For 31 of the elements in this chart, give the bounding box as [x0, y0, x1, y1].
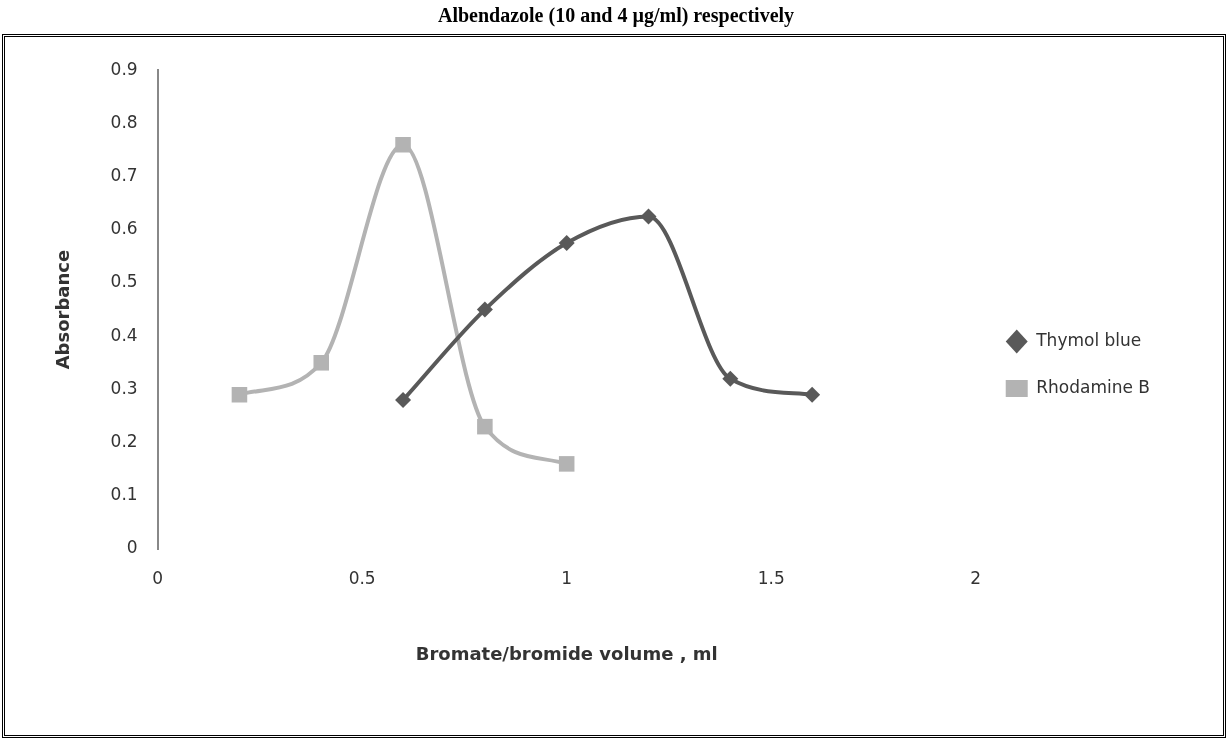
x-tick-label: 0 [152, 567, 164, 588]
x-axis-title: Bromate/bromide volume , ml [415, 642, 718, 664]
point [558, 456, 575, 472]
y-tick-label: 0.2 [110, 431, 138, 452]
y-tick-label: 0.6 [110, 218, 138, 239]
y-axis-title: Absorbance [52, 249, 74, 370]
point [395, 136, 411, 153]
chart-title: Albendazole (10 and 4 µg/ml) respectively [436, 4, 796, 27]
x-tick-label: 1.5 [757, 567, 785, 588]
y-tick-label: 0.1 [110, 484, 138, 505]
point [558, 235, 575, 252]
y-tick-label: 0.4 [110, 324, 138, 345]
point [395, 392, 412, 409]
legend-label: Thymol blue [1035, 329, 1142, 350]
point [640, 208, 657, 225]
point [231, 386, 248, 403]
point [313, 355, 330, 371]
point [476, 301, 493, 318]
x-tick-label: 1 [561, 567, 573, 588]
y-tick-label: 0.7 [110, 165, 138, 186]
y-tick-label: 0.5 [110, 271, 138, 292]
y-tick-label: 0.3 [110, 377, 138, 398]
point [804, 386, 821, 403]
point [477, 418, 493, 435]
point [722, 370, 739, 387]
legend-label: Rhodamine B [1036, 376, 1150, 397]
x-tick-label: 0.5 [348, 567, 376, 588]
x-tick-label: 2 [970, 567, 982, 588]
y-tick-label: 0.8 [110, 111, 138, 132]
y-tick-label: 0 [126, 537, 138, 558]
y-tick-label: 0.9 [110, 58, 138, 79]
